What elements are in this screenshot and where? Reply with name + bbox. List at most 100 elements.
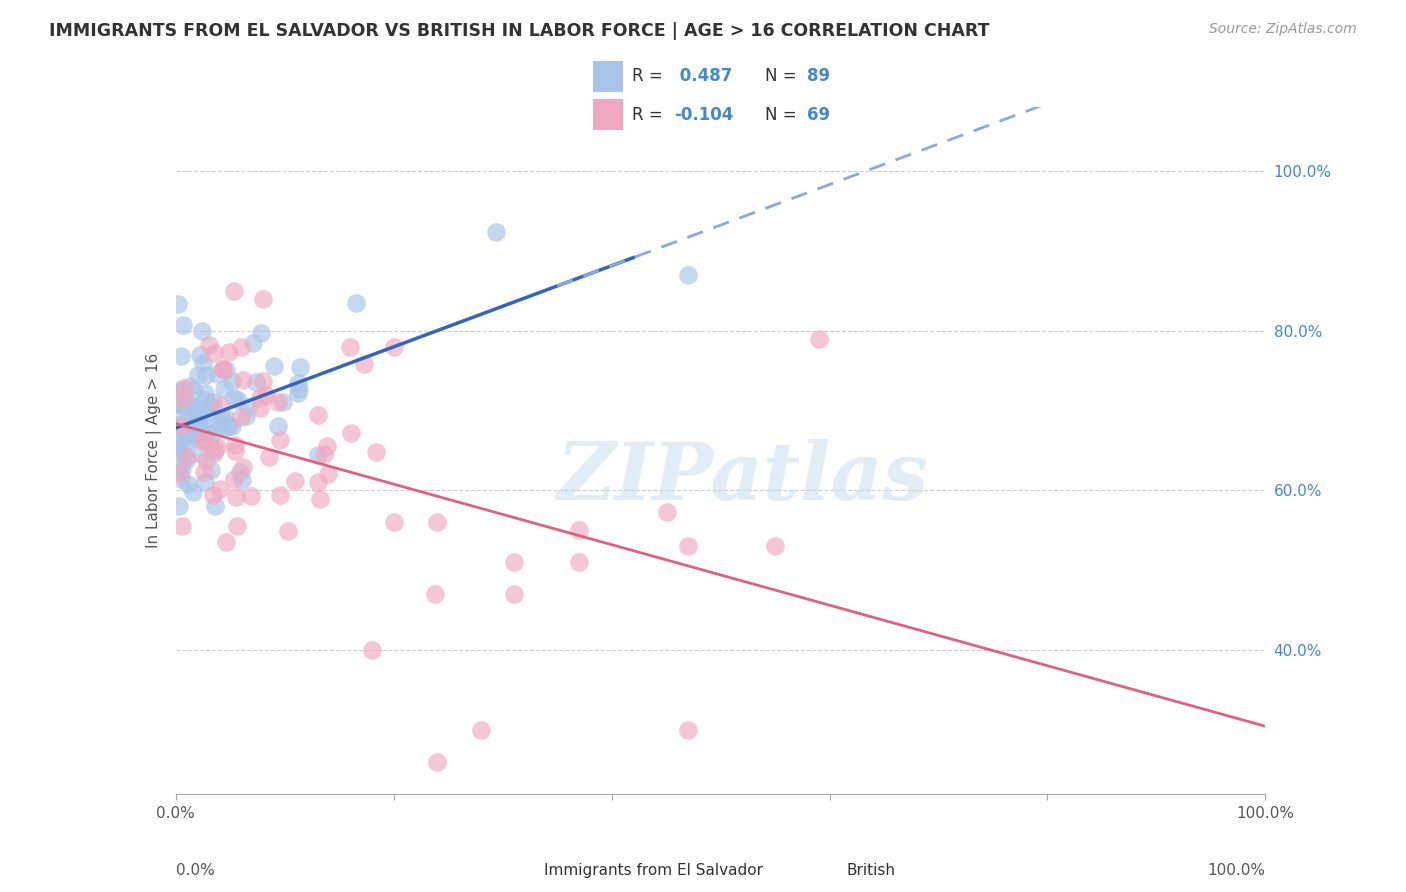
Point — [183, 431, 205, 445]
Point — [167, 397, 190, 411]
Point — [284, 474, 307, 488]
Point — [201, 419, 224, 434]
Point — [200, 399, 222, 413]
Point — [204, 443, 226, 458]
Point — [568, 555, 591, 569]
Point — [763, 539, 786, 553]
Point — [184, 415, 207, 429]
Point — [167, 437, 190, 451]
Point — [225, 519, 247, 533]
Point — [807, 332, 830, 346]
Point — [340, 426, 363, 441]
FancyBboxPatch shape — [592, 99, 623, 130]
Point — [183, 419, 205, 434]
Point — [170, 385, 193, 400]
Text: N =: N = — [765, 105, 801, 123]
Point — [224, 443, 246, 458]
Point — [655, 505, 678, 519]
Point — [187, 402, 209, 417]
Point — [232, 460, 254, 475]
Text: Immigrants from El Salvador: Immigrants from El Salvador — [544, 863, 763, 879]
Point — [209, 416, 232, 430]
Text: British: British — [846, 863, 896, 879]
Point — [167, 467, 190, 481]
Point — [167, 297, 190, 311]
Point — [676, 723, 699, 737]
Point — [195, 368, 218, 382]
Point — [172, 318, 194, 333]
Point — [218, 418, 240, 433]
Point — [193, 393, 215, 408]
Point — [191, 356, 214, 370]
Point — [229, 410, 252, 425]
Point — [209, 482, 232, 496]
Point — [172, 519, 194, 533]
Point — [249, 401, 271, 415]
Point — [307, 448, 329, 462]
Point — [181, 427, 204, 442]
Point — [187, 414, 209, 428]
Point — [197, 338, 219, 352]
Point — [221, 374, 243, 388]
Point — [257, 450, 280, 464]
Text: 0.0%: 0.0% — [176, 863, 215, 879]
Point — [254, 388, 277, 402]
Point — [169, 460, 191, 475]
Point — [222, 473, 245, 487]
Point — [212, 382, 235, 396]
Point — [568, 524, 591, 538]
Y-axis label: In Labor Force | Age > 16: In Labor Force | Age > 16 — [146, 353, 162, 548]
Point — [195, 453, 218, 467]
Point — [167, 417, 190, 432]
Point — [364, 444, 387, 458]
Point — [176, 402, 198, 417]
Point — [204, 500, 226, 514]
Point — [226, 392, 249, 407]
Point — [224, 284, 246, 298]
Point — [169, 384, 191, 398]
Point — [180, 400, 202, 414]
Point — [167, 500, 190, 514]
Point — [231, 340, 253, 354]
Point — [177, 435, 200, 450]
Point — [502, 587, 524, 601]
Point — [193, 466, 215, 480]
Point — [269, 434, 291, 448]
Text: R =: R = — [631, 105, 668, 123]
Point — [184, 400, 207, 414]
Point — [339, 340, 361, 354]
Point — [173, 426, 195, 441]
Point — [382, 516, 405, 530]
Point — [242, 336, 264, 351]
Point — [245, 376, 267, 390]
Point — [676, 539, 699, 553]
Text: N =: N = — [765, 68, 801, 86]
Point — [308, 491, 330, 506]
Point — [266, 395, 288, 409]
Point — [194, 407, 217, 421]
Point — [170, 349, 193, 363]
Point — [187, 422, 209, 436]
Point — [236, 401, 259, 415]
Point — [315, 439, 337, 453]
Point — [382, 340, 405, 354]
Point — [201, 395, 224, 409]
Point — [170, 472, 193, 486]
Point — [202, 425, 225, 440]
Point — [190, 447, 212, 461]
Point — [287, 386, 309, 401]
Point — [353, 357, 375, 371]
Point — [195, 425, 218, 439]
Point — [167, 444, 190, 458]
Point — [187, 368, 209, 382]
Point — [202, 346, 225, 360]
Point — [173, 381, 195, 395]
Text: R =: R = — [631, 68, 668, 86]
Point — [172, 424, 194, 438]
Point — [172, 463, 194, 477]
Text: 89: 89 — [807, 68, 831, 86]
Point — [202, 488, 225, 502]
FancyBboxPatch shape — [592, 62, 623, 92]
Text: 100.0%: 100.0% — [1208, 863, 1265, 879]
Point — [172, 392, 194, 406]
